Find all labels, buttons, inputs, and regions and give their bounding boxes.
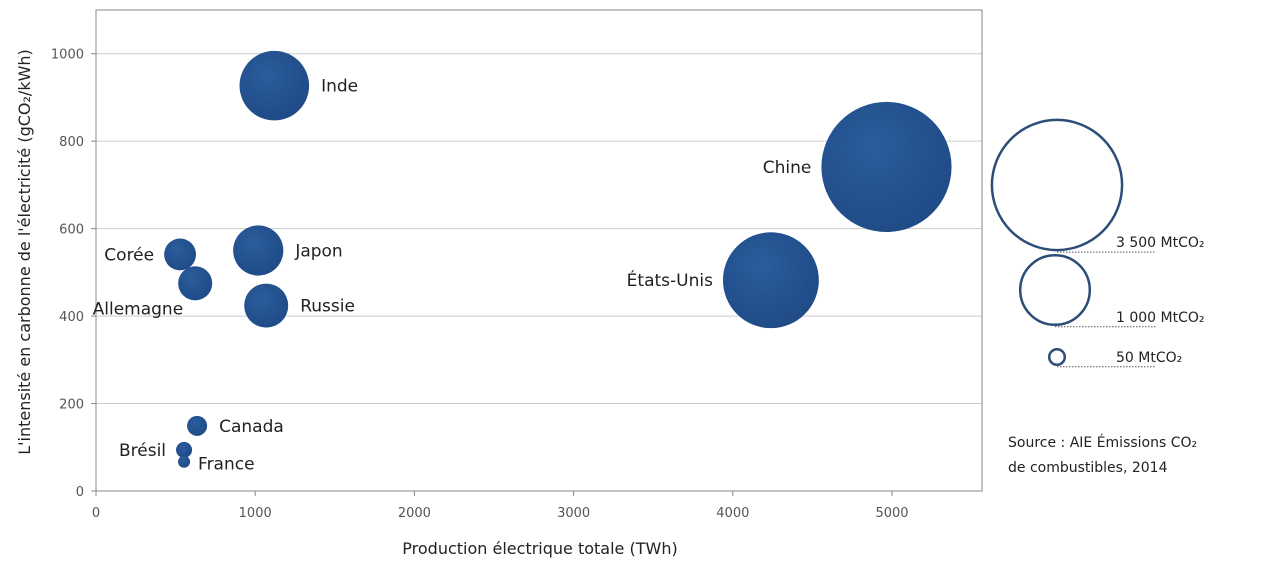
bubble-chine [821,101,952,233]
bubble-label: Canada [219,417,284,437]
grid [96,53,982,405]
bubble-corée [164,238,197,271]
source-line-1: Source : AIE Émissions CO₂ [1008,434,1197,451]
bubble-label: France [198,455,255,475]
x-tick-label: 5000 [875,506,908,521]
x-axis: 0 1000 2000 3000 4000 5000 [92,491,909,521]
y-axis: 0 200 400 600 800 1000 [51,48,96,500]
y-tick-label: 800 [59,135,84,150]
bubbles: Inde Chine États-Unis Japon Russie Corée Allem… [93,50,952,475]
plot-frame [95,9,983,492]
y-tick-label: 0 [76,485,84,500]
x-axis-label: Production électrique totale (TWh) [402,539,677,558]
y-tick-label: 200 [59,398,84,413]
bubble-label: Brésil [119,441,166,461]
bubble-états-unis [722,232,819,329]
legend-label: 1 000 MtCO₂ [1116,310,1205,326]
bubble-allemagne [178,266,213,301]
size-legend: 3 500 MtCO₂ 1 000 MtCO₂ 50 MtCO₂ [990,118,1205,368]
x-tick-label: 3000 [557,506,590,521]
bubble-france [178,455,191,468]
bubble-label: Corée [104,245,154,265]
bubble-canada [187,415,208,436]
x-tick-label: 0 [92,506,100,521]
y-axis-label: L'intensité en carbonne de l'électricité… [15,49,34,455]
bubble-label: Japon [294,242,342,262]
x-tick-label: 4000 [716,506,749,521]
bubble-label: États-Unis [627,269,713,291]
legend-circle [1047,347,1067,367]
bubble-brésil [176,441,193,458]
legend-circle [1018,253,1092,327]
bubble-japon [233,225,284,276]
legend-circle [990,118,1124,252]
source-line-2: de combustibles, 2014 [1008,460,1168,476]
x-tick-label: 2000 [398,506,431,521]
bubble-russie [244,283,289,328]
legend-label: 3 500 MtCO₂ [1116,235,1205,251]
bubble-label: Russie [300,297,355,317]
bubble-label: Inde [321,77,358,97]
bubble-label: Chine [763,158,812,178]
y-tick-label: 400 [59,310,84,325]
bubble-label: Allemagne [93,299,184,319]
y-tick-label: 1000 [51,48,84,63]
y-tick-label: 600 [59,223,84,238]
bubble-inde [239,50,310,121]
x-tick-label: 1000 [239,506,272,521]
legend-label: 50 MtCO₂ [1116,350,1182,366]
